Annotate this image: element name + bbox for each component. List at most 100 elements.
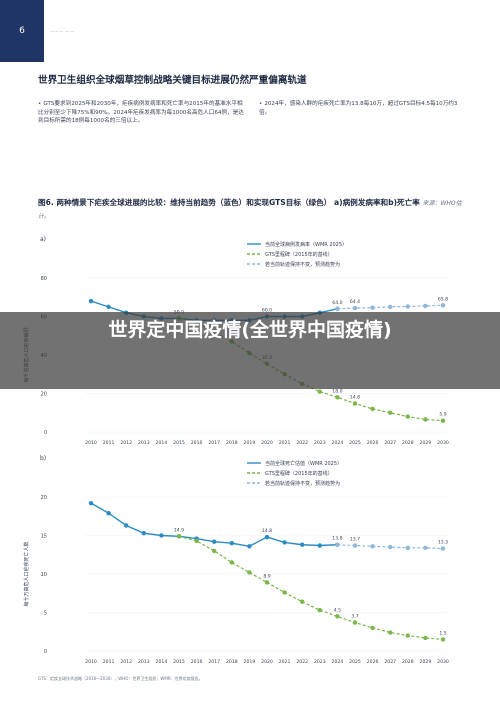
x-tick-label: 2028: [402, 440, 414, 446]
data-point: [335, 395, 340, 400]
series-line-1: [178, 535, 444, 641]
x-tick-label: 2021: [279, 659, 291, 665]
panel-b-label: b): [40, 455, 47, 462]
data-point: [388, 410, 393, 415]
data-point: [335, 306, 340, 311]
legend-label-0: 当前全球病例发病率（WMR 2025）: [265, 241, 347, 248]
x-tick-label: 2023: [314, 440, 326, 446]
x-tick-label: 2021: [279, 440, 291, 446]
data-point: [106, 510, 111, 516]
data-point: [212, 539, 217, 544]
x-tick-label: 2022: [296, 659, 308, 665]
x-tick-label: 2018: [226, 440, 238, 446]
data-point: [405, 414, 410, 419]
x-tick-label: 2026: [367, 659, 379, 665]
y-tick-label: 20: [41, 392, 47, 398]
data-point: [388, 304, 393, 310]
section-title: 世界卫生组织全球烟草控制战略关键目标进展仍然严重偏离轨道: [38, 75, 307, 86]
data-label: 18.0: [332, 388, 342, 394]
legend-label-0: 当前全球死亡估值（WMR 2025）: [265, 460, 342, 467]
data-point: [335, 542, 340, 547]
footnote: GTS：疟疾全球技术战略（2016—2030）；WHO：世界卫生组织；WMR：世…: [38, 676, 203, 681]
data-point: [370, 406, 375, 412]
data-point: [300, 599, 305, 604]
key-points: • GTS要求到2025年和2030年，疟疾病例发病率和死亡率与2015年的基准水…: [38, 100, 468, 126]
legend-label-2: 若当前轨迹保持不变，预测趋势为: [265, 261, 340, 268]
data-point: [88, 500, 94, 506]
data-point: [176, 534, 182, 539]
figure-title: 图6. 两种情景下疟疾全球进展的比较：维持当前趋势（蓝色）和实现GTS目标（绿色…: [38, 197, 470, 223]
data-point: [229, 541, 234, 546]
x-tick-label: 2014: [156, 659, 168, 665]
x-tick-label: 2022: [296, 440, 308, 446]
data-point: [405, 304, 410, 309]
x-tick-label: 2016: [191, 440, 203, 446]
data-point: [124, 523, 129, 528]
legend-label-1: GTS里程碑（2015年的基线）: [265, 251, 333, 258]
x-tick-label: 2020: [261, 440, 273, 446]
data-label: 64.0: [332, 300, 342, 306]
x-tick-label: 2029: [420, 440, 432, 446]
x-tick-label: 2019: [244, 659, 256, 665]
mortality-chart: 0 5 10 15 20 2010 2011 2012 2013 2014 2015 2016 2017…: [23, 460, 449, 665]
data-point: [352, 543, 358, 548]
key-point-2: • 2024年，感染人群的疟疾死亡率为13.8每10万，超过GTS目标4.5每10…: [259, 100, 468, 126]
x-tick-label: 2024: [332, 659, 344, 665]
x-tick-label: 2025: [349, 659, 361, 665]
data-label: 1.5: [439, 630, 446, 636]
data-point: [300, 542, 305, 547]
x-tick-label: 2020: [261, 659, 273, 665]
data-label: 14.9: [174, 527, 184, 533]
figure-title-text: 图6. 两种情景下疟疾全球进展的比较：维持当前趋势（蓝色）和实现GTS目标（绿色…: [38, 198, 420, 207]
x-tick-label: 2030: [437, 440, 449, 446]
data-point: [440, 637, 446, 642]
x-tick-label: 2028: [402, 659, 414, 665]
data-point: [405, 633, 410, 638]
y-tick-label: 15: [41, 534, 47, 540]
data-label: 13.3: [438, 540, 448, 546]
panel-a-label: a): [40, 236, 47, 243]
data-point: [370, 305, 375, 310]
y-tick-label: 20: [41, 495, 47, 501]
watermark-banner: [0, 312, 500, 389]
data-label: 8.9: [263, 573, 270, 579]
data-point: [282, 540, 287, 545]
x-tick-label: 2017: [208, 440, 220, 446]
data-label: 5.9: [439, 412, 446, 418]
x-tick-label: 2027: [384, 659, 396, 665]
x-tick-label: 2016: [191, 659, 203, 665]
x-tick-label: 2029: [420, 659, 432, 665]
data-label: 65.8: [438, 296, 448, 302]
x-tick-label: 2014: [156, 440, 168, 446]
x-tick-label: 2010: [85, 659, 97, 665]
watermark-banner-text: 世界定中国疫情(全世界中国疫情): [108, 319, 392, 341]
running-head: ——— ——: [50, 29, 75, 34]
y-tick-label: 5: [44, 611, 47, 617]
x-tick-label: 2023: [314, 659, 326, 665]
data-point: [88, 298, 94, 304]
data-label: 13.7: [350, 537, 360, 543]
data-point: [352, 305, 358, 311]
x-tick-label: 2013: [138, 440, 150, 446]
data-point: [229, 560, 234, 565]
x-tick-label: 2027: [384, 440, 396, 446]
data-point: [423, 635, 428, 641]
legend-label-2: 若当前轨迹保持不变，预测趋势为: [265, 480, 340, 487]
data-label: 14.8: [350, 395, 360, 401]
data-point: [317, 543, 322, 548]
x-tick-label: 2015: [173, 659, 185, 665]
data-point: [194, 538, 199, 544]
data-point: [247, 570, 252, 575]
legend-label-1: GTS里程碑（2015年的基线）: [265, 470, 333, 477]
y-tick-label: 0: [44, 430, 47, 436]
data-point: [264, 534, 270, 540]
x-tick-label: 2017: [208, 659, 220, 665]
key-point-2-text: 2024年，感染人群的疟疾死亡率为13.8每10万，超过GTS目标4.5每10万…: [259, 101, 458, 116]
data-point: [335, 614, 340, 619]
data-point: [352, 401, 358, 406]
data-label: 14.8: [262, 528, 272, 534]
bullet-dot: •: [259, 101, 263, 107]
data-point: [317, 607, 322, 613]
key-point-1: • GTS要求到2025年和2030年，疟疾病例发病率和死亡率与2015年的基准水…: [38, 100, 247, 126]
data-point: [247, 544, 252, 549]
